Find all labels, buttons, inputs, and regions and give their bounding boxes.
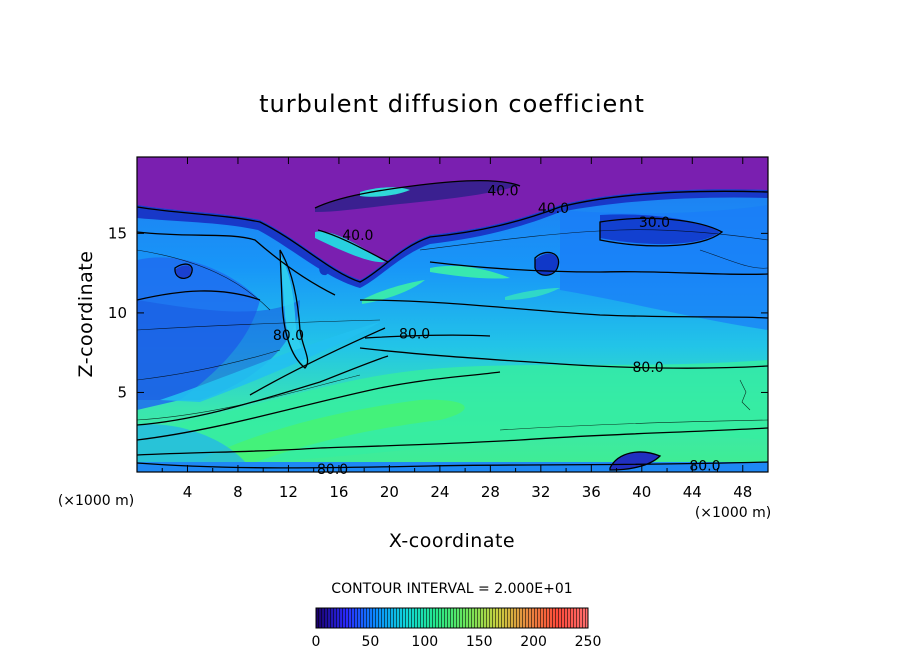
- colorbar: [315, 607, 589, 629]
- x-unit-left: (×1000 m): [58, 493, 134, 509]
- x-tick-label: 8: [233, 483, 243, 501]
- contour-label: 80.0: [317, 462, 348, 478]
- y-axis-label: Z-coordinate: [75, 251, 97, 378]
- colorbar-ticks: 0 50 100 150 200 250: [312, 634, 602, 650]
- x-tick-label: 44: [683, 483, 702, 501]
- contour-label: 40.0: [538, 201, 569, 217]
- x-axis-ticks: 4 8 12 16 20 24 28 32 36 40 44 48: [161, 157, 752, 501]
- x-tick-label: 16: [329, 483, 348, 501]
- y-tick-label: 5: [117, 383, 127, 401]
- colorbar-tick-label: 100: [411, 634, 438, 650]
- y-tick-label: 10: [108, 304, 127, 322]
- colorbar-tick-label: 200: [520, 634, 547, 650]
- contour-field: [137, 157, 768, 472]
- x-tick-label: 12: [279, 483, 298, 501]
- x-tick-label: 28: [481, 483, 500, 501]
- plot-frame: [136, 156, 769, 473]
- x-tick-label: 48: [733, 483, 752, 501]
- colorbar-tick-label: 150: [466, 634, 493, 650]
- colorbar-tick-label: 0: [312, 634, 321, 650]
- contour-label: 40.0: [487, 183, 518, 199]
- contour-label: 80.0: [633, 360, 664, 376]
- y-axis-ticks: 5 10 15: [108, 224, 768, 401]
- x-unit-right: (×1000 m): [695, 505, 771, 521]
- colorbar-tick-label: 50: [361, 634, 379, 650]
- x-tick-label: 40: [632, 483, 651, 501]
- y-tick-label: 15: [108, 224, 127, 242]
- contour-label: 80.0: [273, 328, 304, 344]
- x-tick-label: 36: [582, 483, 601, 501]
- contour-labels: 40.0 40.0 30.0 40.0 80.0 80.0 80.0 80.0 80.0: [273, 183, 721, 477]
- x-tick-label: 24: [430, 483, 449, 501]
- x-tick-label: 32: [531, 483, 550, 501]
- colorbar-tick-label: 250: [575, 634, 602, 650]
- contour-label: 30.0: [639, 215, 670, 231]
- contour-interval: CONTOUR INTERVAL = 2.000E+01: [331, 581, 572, 597]
- x-axis-label: X-coordinate: [389, 530, 515, 552]
- x-tick-label: 20: [380, 483, 399, 501]
- contour-label: 80.0: [689, 459, 720, 475]
- x-tick-label: 4: [183, 483, 193, 501]
- chart-title: turbulent diffusion coefficient: [259, 90, 645, 118]
- contour-label: 80.0: [399, 327, 430, 343]
- contour-label: 40.0: [342, 228, 373, 244]
